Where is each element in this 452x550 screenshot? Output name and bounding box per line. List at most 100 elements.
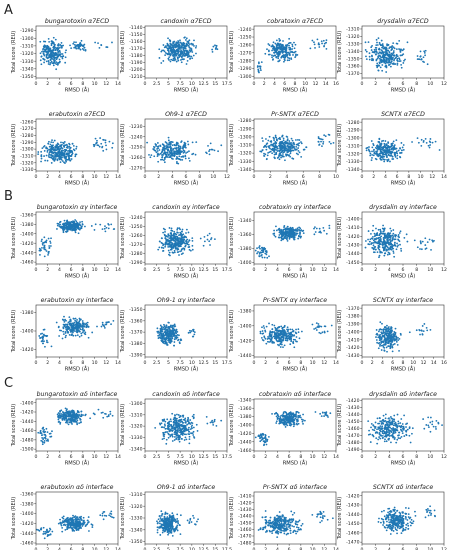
y-axis-label: Total score (REU) xyxy=(337,217,343,261)
y-tick-label: -1250 xyxy=(129,224,142,230)
data-point xyxy=(50,237,52,240)
data-point xyxy=(68,158,71,160)
data-point xyxy=(321,42,323,45)
x-tick-label: 6 xyxy=(185,174,188,180)
data-point xyxy=(173,333,176,336)
data-point xyxy=(279,149,282,152)
data-point xyxy=(299,233,301,236)
data-point xyxy=(176,48,179,51)
data-point xyxy=(318,144,320,146)
data-point xyxy=(96,139,98,142)
data-point xyxy=(315,329,318,331)
data-point xyxy=(368,240,371,243)
data-point xyxy=(399,147,401,150)
data-point xyxy=(67,155,70,157)
data-point xyxy=(167,136,170,139)
data-point xyxy=(179,250,181,253)
data-point xyxy=(373,246,376,248)
data-point xyxy=(156,142,159,144)
data-point xyxy=(81,223,84,225)
data-point xyxy=(268,53,271,56)
data-point xyxy=(170,43,173,46)
data-point xyxy=(390,54,393,57)
data-point xyxy=(384,237,386,240)
data-point xyxy=(171,46,174,49)
data-point xyxy=(259,65,262,68)
y-tick-label: -1240 xyxy=(129,134,142,140)
data-point xyxy=(283,141,286,144)
data-point xyxy=(55,52,58,55)
data-point xyxy=(76,318,78,321)
data-point xyxy=(325,39,328,42)
data-point xyxy=(376,251,379,254)
data-point xyxy=(172,331,175,334)
data-point xyxy=(164,51,167,54)
data-point xyxy=(284,339,287,342)
data-point xyxy=(187,51,190,54)
data-point xyxy=(55,58,58,61)
data-point xyxy=(379,250,382,253)
data-point xyxy=(372,235,374,238)
data-point xyxy=(283,228,286,231)
data-point xyxy=(170,147,173,150)
data-point xyxy=(290,137,293,140)
data-point xyxy=(153,145,155,148)
data-point xyxy=(65,225,68,227)
data-point xyxy=(57,155,60,158)
data-point xyxy=(387,59,390,61)
data-point xyxy=(277,334,280,337)
data-point xyxy=(39,59,42,62)
data-points xyxy=(365,137,441,163)
section-letter-a: A xyxy=(4,3,13,18)
x-axis-label: RMSD (Å) xyxy=(65,366,90,373)
data-point xyxy=(185,49,188,52)
x-tick-label: 2 xyxy=(269,174,272,180)
data-point xyxy=(187,143,190,146)
x-tick-label: 8 xyxy=(81,267,84,273)
data-point xyxy=(419,240,422,243)
data-point xyxy=(177,59,180,62)
data-point xyxy=(388,238,391,241)
data-point xyxy=(93,143,96,146)
data-point xyxy=(278,154,280,157)
x-tick-label: 7.5 xyxy=(176,81,183,87)
x-axis-label: RMSD (Å) xyxy=(391,87,416,94)
x-tick-label: 2 xyxy=(157,174,160,180)
data-point xyxy=(207,144,209,147)
data-point xyxy=(404,58,406,61)
data-point xyxy=(70,334,73,337)
data-point xyxy=(64,230,67,233)
data-point xyxy=(50,154,53,156)
data-point xyxy=(296,340,298,343)
data-point xyxy=(297,234,300,237)
data-point xyxy=(48,153,51,156)
x-tick-label: 2 xyxy=(372,174,375,180)
data-point xyxy=(206,238,209,241)
data-point xyxy=(191,43,194,46)
data-point xyxy=(103,227,106,230)
x-tick-label: 5 xyxy=(167,81,170,87)
data-point xyxy=(378,57,381,60)
chart-title: erabutoxin α7ECD xyxy=(49,110,106,118)
data-point xyxy=(419,55,422,58)
data-point xyxy=(69,159,72,162)
data-point xyxy=(42,336,45,339)
data-point xyxy=(267,49,270,52)
data-point xyxy=(74,334,77,337)
y-tick-label: -1450 xyxy=(346,260,359,266)
data-point xyxy=(379,43,381,46)
data-point xyxy=(411,141,413,143)
data-point xyxy=(59,43,62,46)
data-point xyxy=(72,220,74,223)
y-tick-label: -1360 xyxy=(346,64,359,70)
data-point xyxy=(71,152,74,155)
data-point xyxy=(426,63,429,66)
data-point xyxy=(318,227,321,230)
data-point xyxy=(176,236,179,239)
data-point xyxy=(180,232,182,235)
data-point xyxy=(262,339,265,342)
data-point xyxy=(267,43,270,45)
data-point xyxy=(83,43,86,46)
data-point xyxy=(65,334,67,337)
